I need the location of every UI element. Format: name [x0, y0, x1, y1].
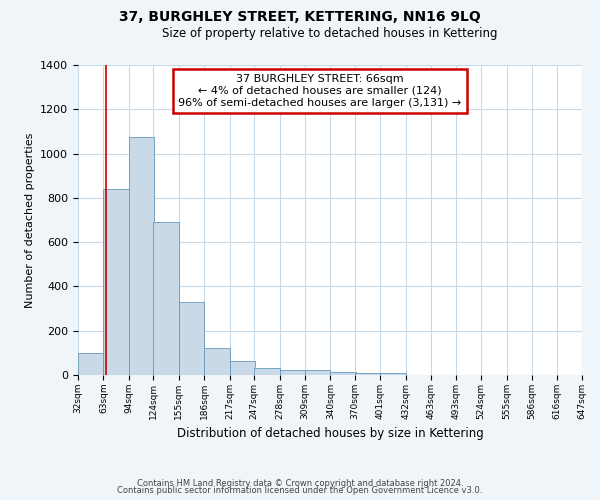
Bar — [280, 370, 305, 375]
Text: 37, BURGHLEY STREET, KETTERING, NN16 9LQ: 37, BURGHLEY STREET, KETTERING, NN16 9LQ — [119, 10, 481, 24]
Bar — [254, 368, 280, 375]
Title: Size of property relative to detached houses in Kettering: Size of property relative to detached ho… — [162, 27, 498, 40]
Bar — [78, 353, 103, 375]
Bar — [230, 360, 255, 375]
Text: 37 BURGHLEY STREET: 66sqm
← 4% of detached houses are smaller (124)
96% of semi-: 37 BURGHLEY STREET: 66sqm ← 4% of detach… — [178, 74, 461, 108]
Bar — [179, 302, 204, 375]
Bar — [154, 222, 179, 375]
Bar — [305, 370, 331, 375]
Text: Contains public sector information licensed under the Open Government Licence v3: Contains public sector information licen… — [118, 486, 482, 495]
Text: Contains HM Land Registry data © Crown copyright and database right 2024.: Contains HM Land Registry data © Crown c… — [137, 478, 463, 488]
X-axis label: Distribution of detached houses by size in Kettering: Distribution of detached houses by size … — [176, 428, 484, 440]
Y-axis label: Number of detached properties: Number of detached properties — [25, 132, 35, 308]
Bar — [129, 137, 154, 375]
Bar — [331, 372, 356, 375]
Bar — [380, 373, 406, 375]
Bar — [204, 348, 230, 375]
Bar — [355, 373, 380, 375]
Bar — [103, 189, 129, 375]
